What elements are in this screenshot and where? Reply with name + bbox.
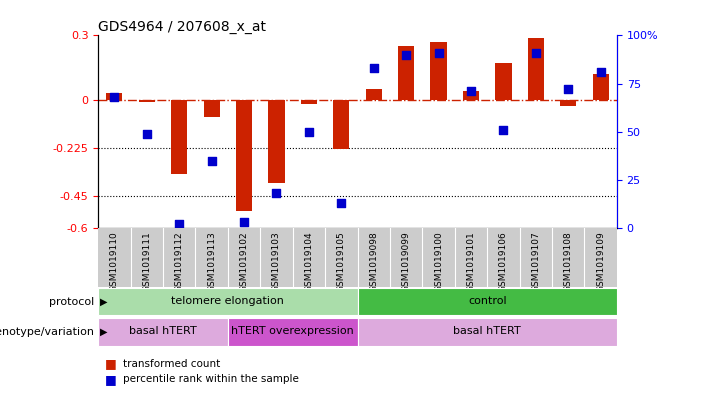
Text: GDS4964 / 207608_x_at: GDS4964 / 207608_x_at bbox=[98, 20, 266, 34]
Text: GSM1019099: GSM1019099 bbox=[402, 231, 411, 292]
Bar bbox=[528, 37, 544, 99]
Text: GSM1019109: GSM1019109 bbox=[596, 231, 605, 292]
Point bbox=[368, 65, 379, 71]
Bar bbox=[358, 288, 617, 315]
Text: GSM1019100: GSM1019100 bbox=[434, 231, 443, 292]
Bar bbox=[98, 288, 358, 315]
Text: GSM1019106: GSM1019106 bbox=[499, 231, 508, 292]
Text: genotype/variation: genotype/variation bbox=[0, 327, 95, 337]
Bar bbox=[171, 99, 187, 174]
Point bbox=[530, 50, 541, 56]
Text: GSM1019102: GSM1019102 bbox=[240, 231, 249, 292]
Text: basal hTERT: basal hTERT bbox=[129, 327, 197, 336]
Text: ▶: ▶ bbox=[100, 297, 107, 307]
Text: GSM1019107: GSM1019107 bbox=[531, 231, 540, 292]
Bar bbox=[301, 99, 317, 104]
Bar bbox=[98, 318, 228, 346]
Text: percentile rank within the sample: percentile rank within the sample bbox=[123, 374, 299, 384]
Text: hTERT overexpression: hTERT overexpression bbox=[231, 327, 354, 336]
Bar bbox=[496, 63, 512, 99]
Text: GSM1019113: GSM1019113 bbox=[207, 231, 216, 292]
Text: GSM1019101: GSM1019101 bbox=[466, 231, 475, 292]
Bar bbox=[236, 99, 252, 211]
Point bbox=[271, 190, 282, 196]
Point bbox=[433, 50, 444, 56]
Text: ■: ■ bbox=[105, 373, 117, 386]
Point bbox=[141, 130, 152, 137]
Point bbox=[465, 88, 477, 94]
Bar bbox=[358, 318, 617, 346]
Point bbox=[304, 129, 315, 135]
Point bbox=[206, 157, 217, 163]
Point bbox=[238, 219, 250, 225]
Bar bbox=[333, 99, 349, 149]
Text: basal hTERT: basal hTERT bbox=[454, 327, 521, 336]
Text: GSM1019111: GSM1019111 bbox=[142, 231, 151, 292]
Text: telomere elongation: telomere elongation bbox=[171, 296, 285, 306]
Bar bbox=[430, 42, 447, 99]
Point bbox=[400, 51, 411, 58]
Text: GSM1019103: GSM1019103 bbox=[272, 231, 281, 292]
Bar bbox=[366, 89, 382, 99]
Point bbox=[595, 69, 606, 75]
Text: GSM1019110: GSM1019110 bbox=[110, 231, 119, 292]
Bar bbox=[228, 318, 358, 346]
Bar bbox=[592, 74, 608, 99]
Text: ▶: ▶ bbox=[100, 327, 107, 337]
Text: GSM1019105: GSM1019105 bbox=[336, 231, 346, 292]
Bar bbox=[203, 99, 219, 117]
Text: GSM1019108: GSM1019108 bbox=[564, 231, 573, 292]
Text: control: control bbox=[468, 296, 507, 306]
Bar bbox=[463, 91, 479, 99]
Point bbox=[336, 200, 347, 206]
Point bbox=[563, 86, 574, 92]
Text: protocol: protocol bbox=[49, 297, 95, 307]
Bar bbox=[268, 99, 285, 183]
Point bbox=[109, 94, 120, 100]
Text: GSM1019098: GSM1019098 bbox=[369, 231, 379, 292]
Text: transformed count: transformed count bbox=[123, 358, 220, 369]
Text: GSM1019112: GSM1019112 bbox=[175, 231, 184, 292]
Bar bbox=[398, 46, 414, 99]
Text: ■: ■ bbox=[105, 357, 117, 370]
Bar bbox=[139, 99, 155, 102]
Bar bbox=[560, 99, 576, 106]
Point bbox=[498, 127, 509, 133]
Bar bbox=[107, 93, 123, 99]
Text: GSM1019104: GSM1019104 bbox=[304, 231, 313, 292]
Point bbox=[174, 221, 185, 227]
